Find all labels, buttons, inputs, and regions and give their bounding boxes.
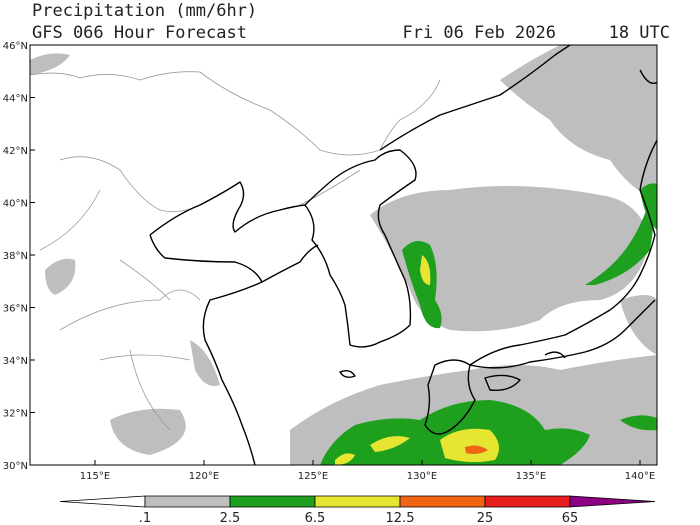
lat-label: 42°N <box>3 146 28 157</box>
legend-label: 6.5 <box>305 511 326 525</box>
axes: 30°N 32°N 34°N 36°N 38°N 40°N 42°N 44°N 46°N 115°… <box>3 41 655 482</box>
legend-swatch <box>229 495 316 508</box>
lat-label: 30°N <box>3 461 28 472</box>
title: Precipitation (mm/6hr) <box>32 1 257 21</box>
lat-label: 46°N <box>3 41 28 52</box>
legend-swatch <box>399 495 486 508</box>
legend-label: 2.5 <box>220 511 241 525</box>
legend-label: .1 <box>139 511 151 525</box>
subtitle: GFS 066 Hour Forecast <box>32 23 247 43</box>
legend-swatch <box>59 495 146 508</box>
borders <box>30 71 441 431</box>
precip-heavy <box>335 255 499 465</box>
map-area <box>30 45 657 465</box>
coastlines <box>149 45 657 465</box>
lon-label: 120°E <box>189 471 219 482</box>
lat-label: 32°N <box>3 409 28 420</box>
precip-intense <box>465 445 488 454</box>
legend: .1 2.5 6.5 12.5 25 65 <box>59 495 656 525</box>
lat-label: 36°N <box>3 304 28 315</box>
lon-label: 135°E <box>516 471 546 482</box>
lat-label: 34°N <box>3 356 28 367</box>
lat-label: 44°N <box>3 94 28 105</box>
legend-swatch <box>144 495 231 508</box>
lat-label: 38°N <box>3 251 28 262</box>
lon-label: 130°E <box>407 471 437 482</box>
legend-swatch <box>569 495 656 508</box>
valid-date: Fri 06 Feb 2026 <box>402 23 556 43</box>
lon-label: 140°E <box>625 471 655 482</box>
lat-label: 40°N <box>3 199 28 210</box>
lon-label: 115°E <box>80 471 110 482</box>
lon-label: 125°E <box>298 471 328 482</box>
valid-time: 18 UTC <box>609 23 670 43</box>
legend-swatch <box>314 495 401 508</box>
legend-label: 12.5 <box>386 511 415 525</box>
legend-swatch <box>484 495 571 508</box>
legend-label: 65 <box>562 511 579 525</box>
legend-label: 25 <box>477 511 494 525</box>
